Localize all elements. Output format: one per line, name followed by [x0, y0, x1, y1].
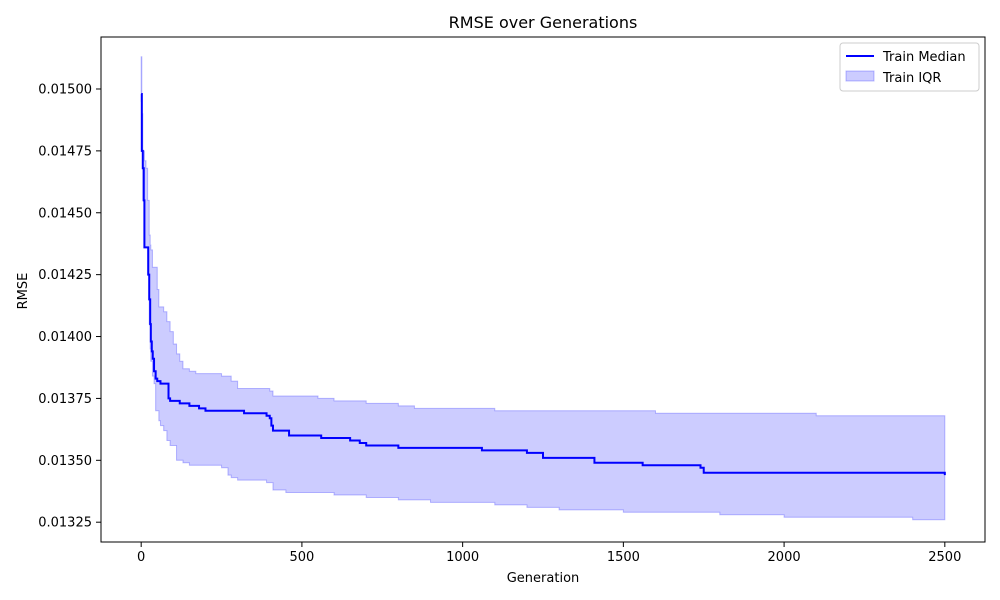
- x-tick-label: 1000: [446, 550, 479, 565]
- x-tick-label: 500: [289, 550, 314, 565]
- axes-frame: [100, 36, 986, 543]
- x-axis-ticks: 0 500 1000 1500 2000 2500: [137, 542, 961, 565]
- chart-title: RMSE over Generations: [449, 13, 638, 32]
- y-tick-label: 0.01350: [38, 454, 92, 469]
- y-tick-label: 0.01425: [38, 268, 92, 283]
- line-layer: [140, 92, 946, 476]
- legend-median-label: Train Median: [882, 50, 966, 65]
- plot-area: [140, 56, 946, 521]
- median-line: [140, 92, 946, 476]
- x-tick-label: 2500: [928, 550, 961, 565]
- legend-iqr-swatch: [845, 70, 875, 82]
- x-tick-label: 2000: [768, 550, 801, 565]
- y-tick-label: 0.01450: [38, 206, 92, 221]
- x-tick-label: 1500: [607, 550, 640, 565]
- iqr-band: [140, 56, 946, 521]
- band-layer: [140, 56, 946, 521]
- y-tick-label: 0.01375: [38, 392, 92, 407]
- x-axis-label: Generation: [507, 571, 580, 586]
- y-tick-label: 0.01400: [38, 330, 92, 345]
- y-axis-label: RMSE: [16, 273, 31, 310]
- legend-iqr-label: Train IQR: [882, 71, 941, 86]
- y-tick-label: 0.01475: [38, 144, 92, 159]
- legend: Train Median Train IQR: [839, 42, 980, 92]
- x-tick-label: 0: [137, 550, 145, 565]
- y-tick-label: 0.01325: [38, 516, 92, 531]
- y-tick-label: 0.01500: [38, 82, 92, 97]
- y-axis-ticks: 0.01325 0.01350 0.01375 0.01400 0.01425 0.014…: [38, 82, 101, 531]
- legend-box: [839, 42, 980, 92]
